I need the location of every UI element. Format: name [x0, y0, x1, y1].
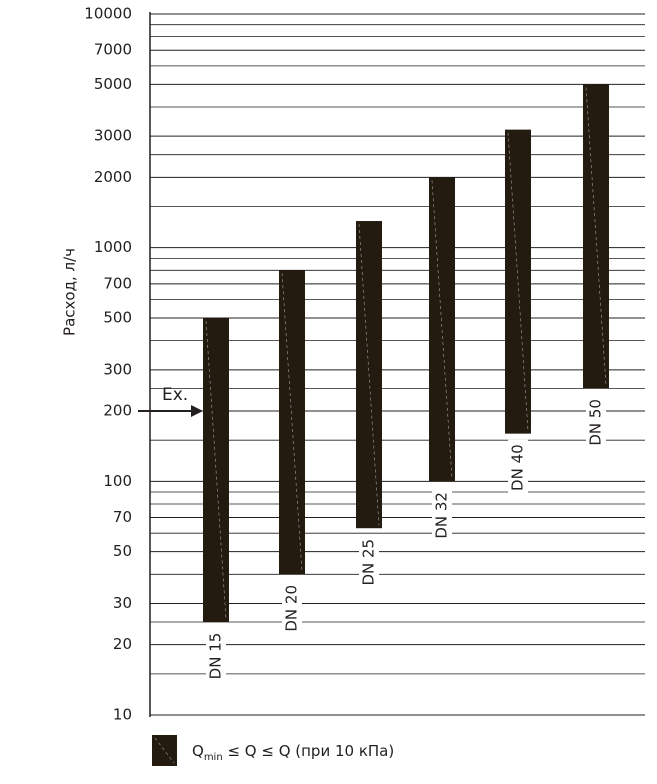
y-tick-label: 50 [113, 542, 132, 560]
y-tick-label: 30 [113, 594, 132, 612]
category-label-group: DN 25 [359, 534, 379, 591]
y-tick-label: 700 [103, 274, 132, 292]
annotation-text: Ex. [162, 385, 188, 405]
y-tick-label: 100 [103, 472, 132, 490]
y-tick-label: 10000 [84, 5, 132, 23]
bar-hatch [585, 87, 607, 386]
bar-hatch [205, 320, 227, 620]
legend-subscript: min [204, 752, 223, 763]
label-bg [359, 534, 379, 591]
y-tick-label: 7000 [94, 41, 132, 59]
label-bg [586, 394, 606, 451]
category-label: DN 32 [433, 492, 451, 539]
category-label-group: DN 40 [508, 439, 528, 496]
bar-hatch [358, 224, 380, 526]
range-bar [203, 318, 229, 623]
range-bar [583, 84, 609, 389]
label-bg [282, 580, 302, 637]
range-bar [279, 270, 305, 575]
y-tick-label: 70 [113, 508, 132, 526]
y-tick-label: 5000 [94, 75, 132, 93]
category-label: DN 15 [207, 633, 225, 680]
bar-hatch [281, 273, 303, 572]
range-bar [429, 177, 455, 482]
category-label: DN 20 [283, 585, 301, 632]
category-label: DN 25 [360, 539, 378, 586]
category-label: DN 40 [509, 444, 527, 491]
y-tick-label: 2000 [94, 168, 132, 186]
y-axis-label: Расход, л/ч [61, 248, 79, 336]
bar-hatch [507, 132, 529, 431]
annotation-arrowhead [191, 404, 203, 417]
range-bar [505, 129, 531, 434]
y-tick-label: 1000 [94, 238, 132, 256]
legend-label: Qmin ≤ Q ≤ Q (при 10 кПа) [192, 742, 394, 764]
y-tick-label: 10 [113, 706, 132, 724]
legend-swatch [152, 735, 177, 766]
label-bg [206, 628, 226, 685]
y-tick-label: 200 [103, 401, 132, 419]
label-bg [508, 439, 528, 496]
y-tick-label: 3000 [94, 127, 132, 145]
category-label: DN 50 [587, 399, 605, 446]
bar-hatch [431, 180, 453, 479]
y-tick-label: 500 [103, 309, 132, 327]
legend-symbol: Q [192, 742, 204, 760]
legend-hatch [154, 737, 175, 764]
label-bg [432, 487, 452, 544]
category-label-group: DN 50 [586, 394, 606, 451]
category-label-group: DN 15 [206, 628, 226, 685]
category-label-group: DN 32 [432, 487, 452, 544]
category-label-group: DN 20 [282, 580, 302, 637]
y-tick-label: 20 [113, 635, 132, 653]
legend-text: ≤ Q ≤ Q (при 10 кПа) [223, 742, 395, 760]
y-tick-label: 300 [103, 360, 132, 378]
